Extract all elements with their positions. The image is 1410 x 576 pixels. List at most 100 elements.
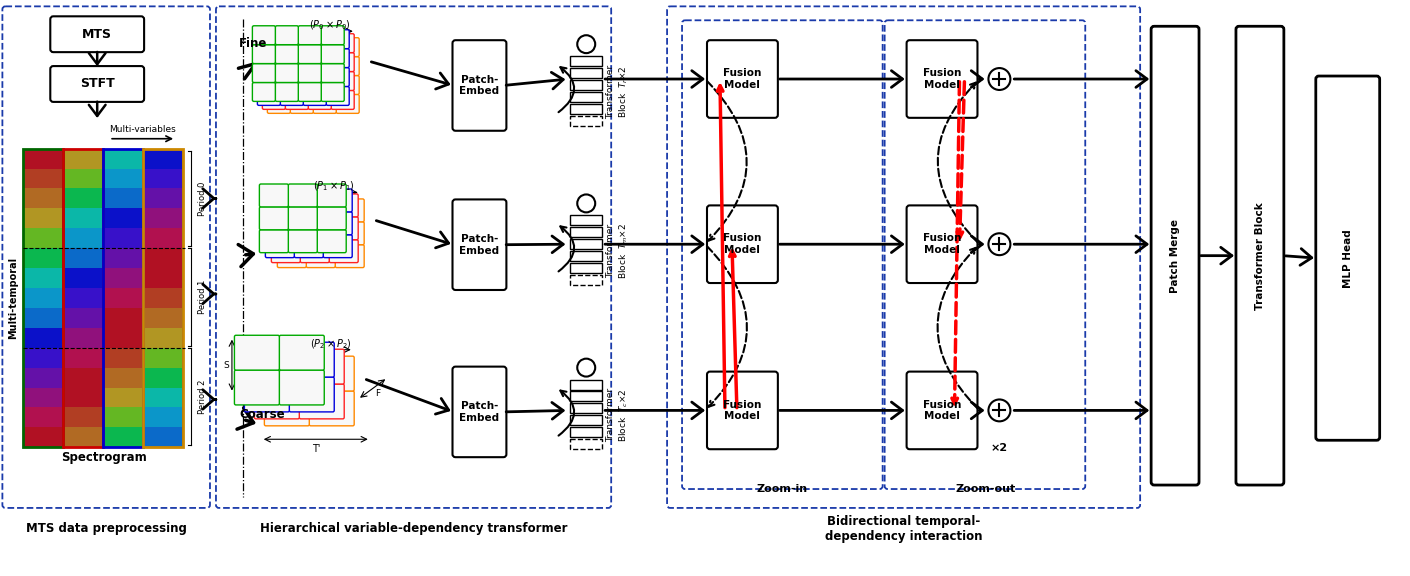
Bar	[144, 228, 182, 248]
FancyBboxPatch shape	[306, 245, 336, 268]
Bar	[570, 263, 602, 273]
Bar	[570, 403, 602, 414]
FancyBboxPatch shape	[331, 90, 354, 109]
FancyBboxPatch shape	[330, 194, 358, 217]
Bar	[24, 228, 62, 248]
Bar	[104, 328, 142, 348]
FancyBboxPatch shape	[706, 206, 778, 283]
FancyBboxPatch shape	[244, 342, 289, 377]
Bar	[24, 188, 62, 209]
FancyBboxPatch shape	[252, 26, 275, 45]
FancyBboxPatch shape	[323, 212, 352, 235]
FancyBboxPatch shape	[295, 189, 323, 212]
Bar	[24, 407, 62, 427]
Text: Transformer
Block  $T_m$×2: Transformer Block $T_m$×2	[606, 223, 630, 279]
FancyBboxPatch shape	[706, 40, 778, 118]
Text: Fusion
Model: Fusion Model	[723, 233, 761, 255]
Bar	[144, 407, 182, 427]
Text: Period 2: Period 2	[199, 379, 207, 414]
FancyBboxPatch shape	[331, 34, 354, 52]
FancyBboxPatch shape	[234, 335, 279, 370]
Bar	[104, 209, 142, 228]
Bar	[24, 248, 62, 268]
Circle shape	[577, 35, 595, 53]
Bar	[570, 116, 602, 126]
Text: Fusion
Model: Fusion Model	[922, 400, 962, 421]
Bar	[24, 149, 183, 447]
FancyBboxPatch shape	[262, 34, 285, 52]
Text: Fusion
Model: Fusion Model	[723, 400, 761, 421]
FancyBboxPatch shape	[453, 366, 506, 457]
Text: $(P_2\times P_2)$: $(P_2\times P_2)$	[310, 337, 351, 351]
Text: MLP Head: MLP Head	[1342, 229, 1352, 287]
FancyBboxPatch shape	[317, 207, 347, 230]
Bar	[144, 188, 182, 209]
Bar	[570, 56, 602, 66]
Bar	[65, 407, 102, 427]
Text: Patch-
Embed: Patch- Embed	[460, 234, 499, 256]
FancyBboxPatch shape	[262, 90, 285, 109]
FancyBboxPatch shape	[303, 67, 326, 86]
Bar	[144, 308, 182, 328]
FancyBboxPatch shape	[271, 194, 300, 217]
Bar	[24, 268, 62, 288]
FancyBboxPatch shape	[303, 86, 326, 105]
FancyBboxPatch shape	[281, 30, 303, 48]
FancyBboxPatch shape	[453, 199, 506, 290]
FancyBboxPatch shape	[300, 240, 330, 263]
FancyBboxPatch shape	[326, 86, 350, 105]
Bar	[570, 380, 602, 389]
Bar	[24, 149, 62, 169]
FancyBboxPatch shape	[285, 71, 309, 90]
FancyBboxPatch shape	[321, 45, 344, 63]
Text: $(P_0\times P_0)$: $(P_0\times P_0)$	[309, 18, 351, 32]
FancyBboxPatch shape	[313, 37, 336, 56]
FancyBboxPatch shape	[265, 235, 295, 257]
Bar	[65, 288, 102, 308]
Bar	[570, 215, 602, 225]
Bar	[144, 268, 182, 288]
FancyBboxPatch shape	[271, 240, 300, 263]
Bar	[103, 149, 142, 447]
FancyBboxPatch shape	[265, 212, 295, 235]
FancyBboxPatch shape	[290, 37, 313, 56]
FancyBboxPatch shape	[264, 356, 309, 391]
Bar	[65, 308, 102, 328]
Bar	[104, 427, 142, 447]
FancyBboxPatch shape	[326, 67, 350, 86]
FancyBboxPatch shape	[259, 184, 288, 207]
FancyBboxPatch shape	[278, 199, 306, 222]
FancyBboxPatch shape	[306, 199, 336, 222]
Bar	[104, 149, 142, 169]
FancyBboxPatch shape	[299, 82, 321, 101]
Bar	[144, 367, 182, 388]
FancyBboxPatch shape	[254, 384, 299, 419]
Bar	[24, 328, 62, 348]
Bar	[104, 169, 142, 188]
Text: T': T'	[312, 444, 320, 454]
Bar	[570, 80, 602, 90]
Bar	[104, 268, 142, 288]
Circle shape	[988, 233, 1011, 255]
Bar	[144, 328, 182, 348]
FancyBboxPatch shape	[259, 207, 288, 230]
Text: Zoom-in: Zoom-in	[756, 484, 808, 494]
FancyBboxPatch shape	[252, 63, 275, 82]
Circle shape	[577, 195, 595, 213]
Bar	[144, 169, 182, 188]
FancyBboxPatch shape	[258, 86, 281, 105]
FancyBboxPatch shape	[295, 212, 323, 235]
Bar	[144, 388, 182, 407]
FancyBboxPatch shape	[317, 230, 347, 253]
FancyBboxPatch shape	[299, 63, 321, 82]
Text: F: F	[375, 389, 381, 398]
Bar	[104, 348, 142, 367]
Bar	[144, 288, 182, 308]
FancyBboxPatch shape	[706, 372, 778, 449]
Bar	[142, 149, 183, 447]
Bar	[104, 228, 142, 248]
FancyBboxPatch shape	[326, 48, 350, 67]
FancyBboxPatch shape	[288, 230, 317, 253]
FancyBboxPatch shape	[309, 391, 354, 426]
FancyBboxPatch shape	[258, 48, 281, 67]
